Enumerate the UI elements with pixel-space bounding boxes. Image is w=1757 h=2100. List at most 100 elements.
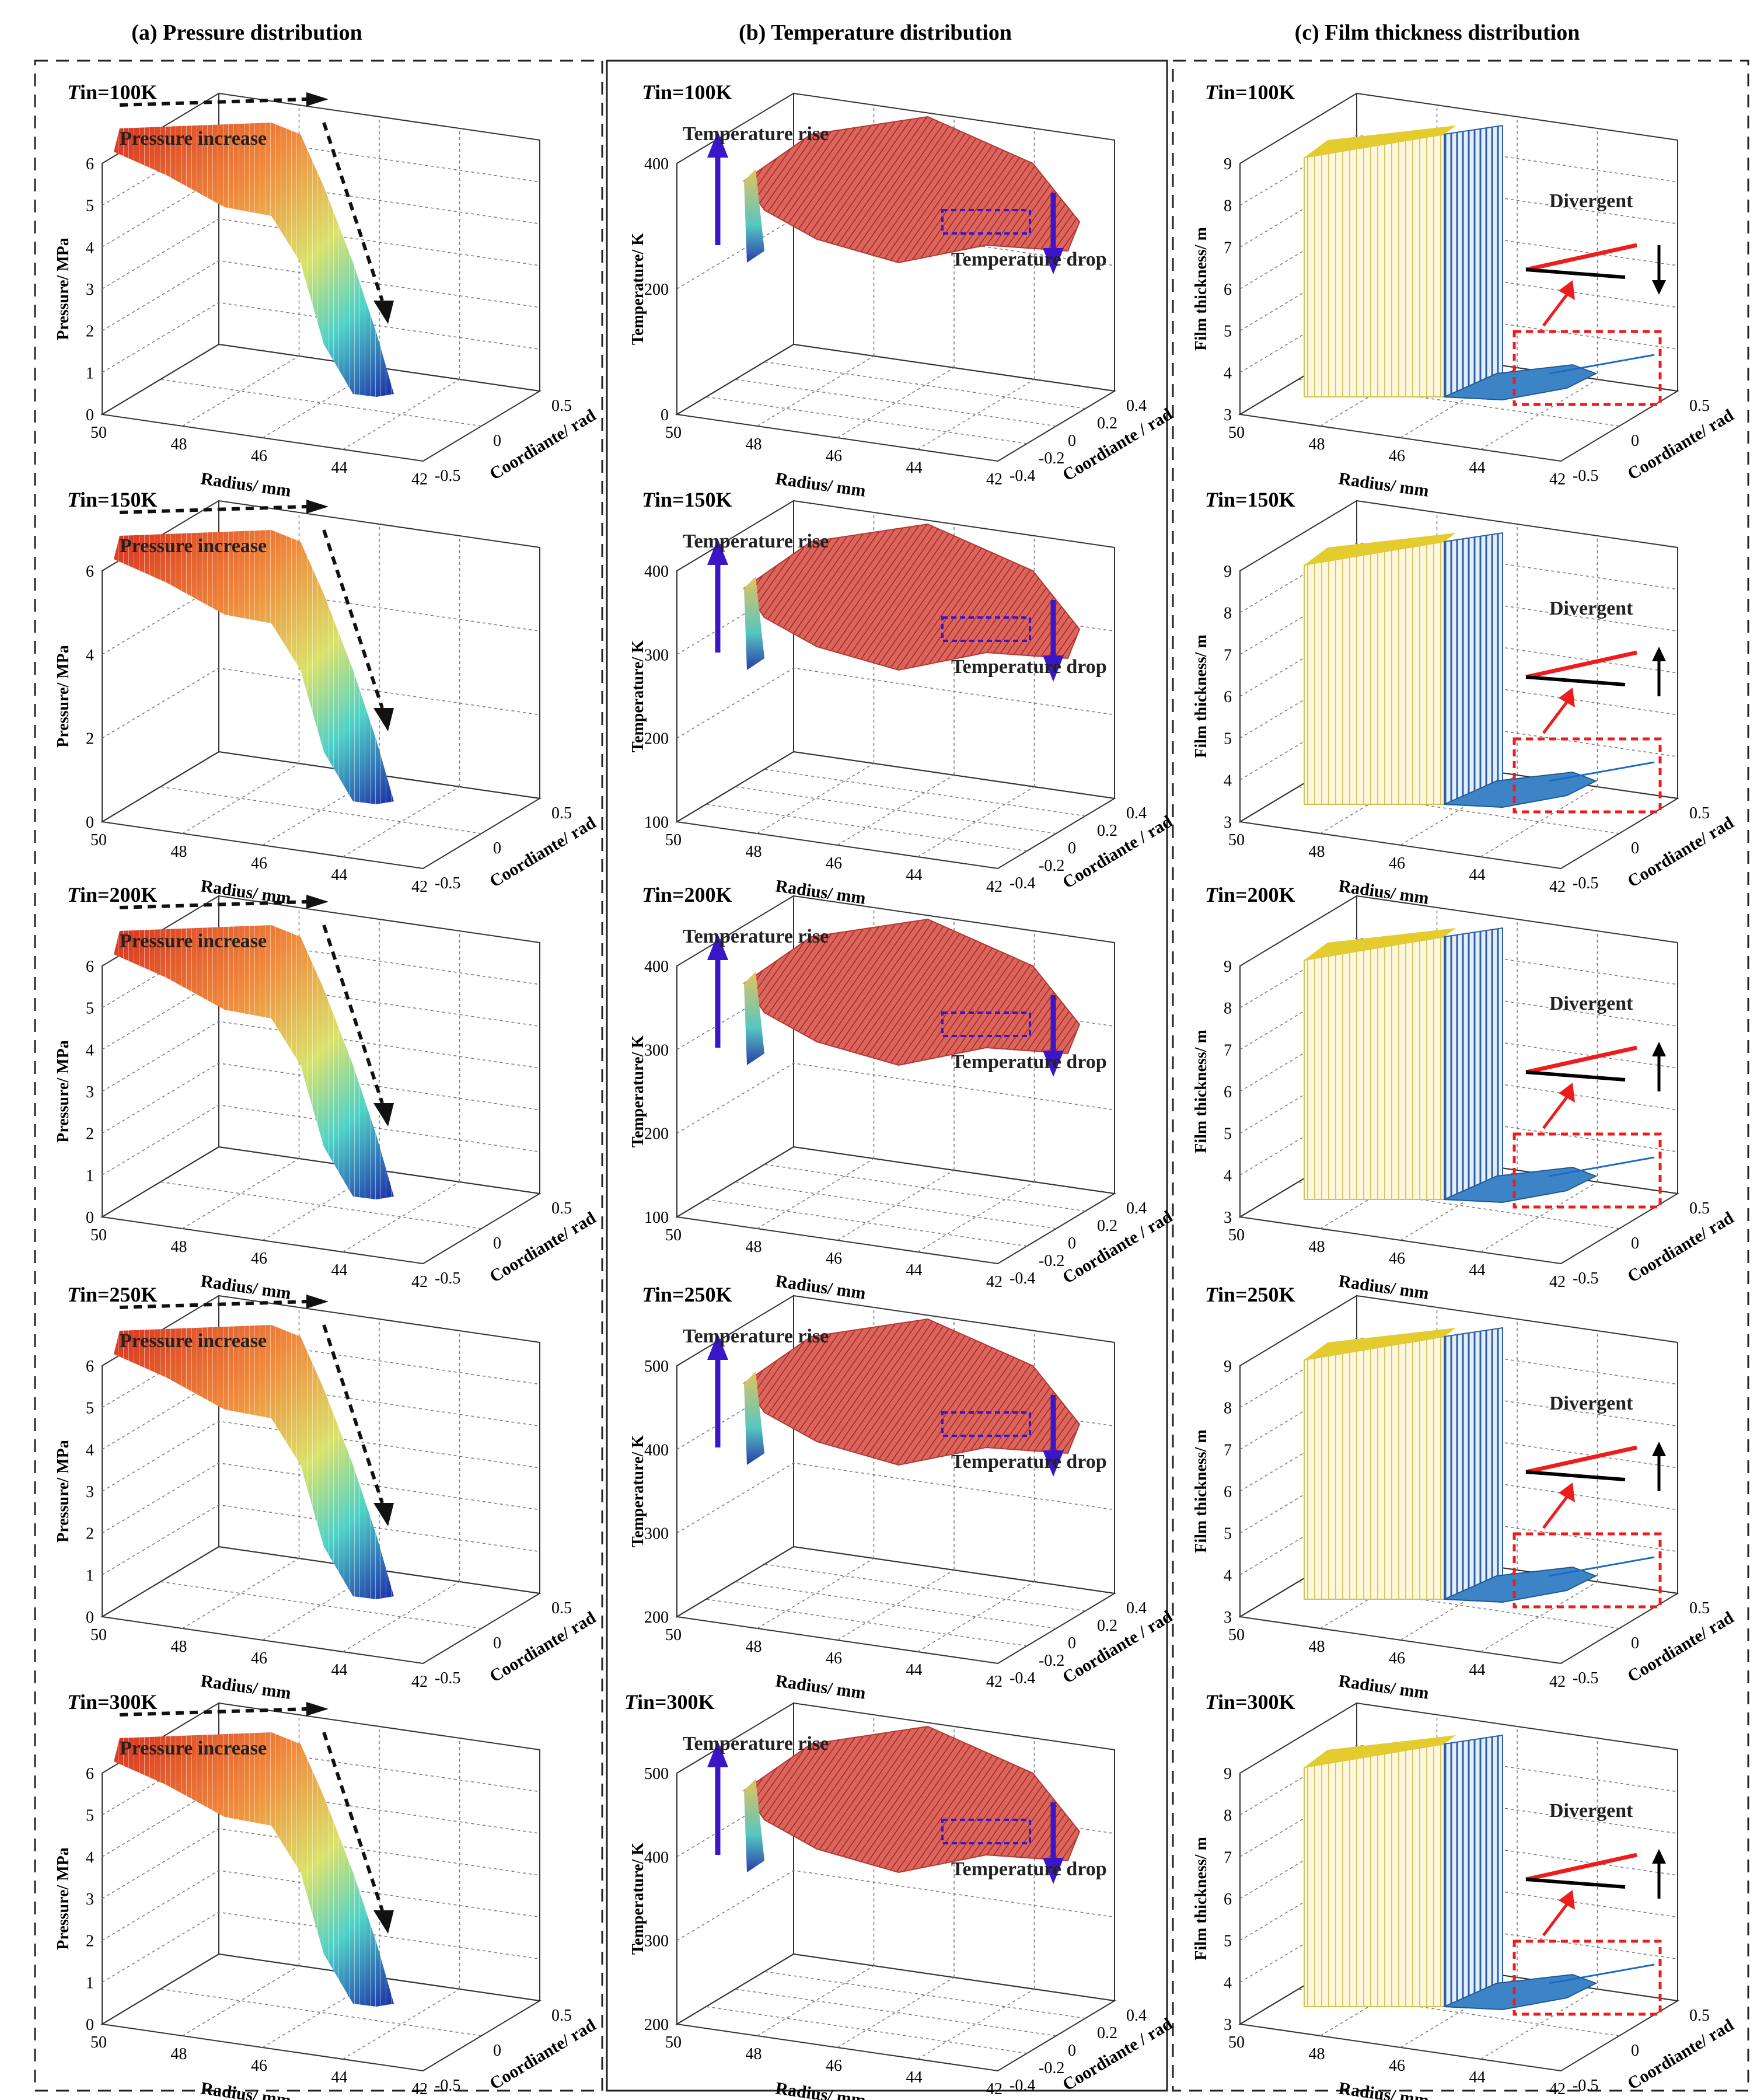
rise-arrowhead [707, 1334, 728, 1360]
pressure-increase-label: Pressure increase [120, 1330, 267, 1352]
grid-line [757, 1965, 874, 2036]
x-tick-label: 44 [331, 866, 348, 884]
z-tick-label: 9 [1224, 563, 1232, 581]
divergent-region-box [1513, 1532, 1662, 1609]
y-tick-label: 0.4 [1126, 804, 1147, 822]
film-thickness-tail-line [1549, 761, 1655, 782]
y-axis-label: Coordiante / rad [1059, 2014, 1176, 2095]
z-axis-label: Pressure/ MPa [54, 238, 72, 340]
film-thickness-wall-yellow [1304, 936, 1445, 1200]
grid-line [705, 396, 1028, 444]
y-tick-label: 0 [1631, 839, 1639, 857]
grid-line [735, 786, 1057, 834]
y-tick-label: -0.5 [435, 874, 460, 892]
z-axis-label: Temperature/ K [629, 1035, 647, 1147]
x-tick-label: 46 [1389, 1649, 1405, 1668]
grid-line [102, 1828, 540, 1899]
grid-line [102, 1021, 540, 1092]
x-tick-label: 44 [1469, 1661, 1486, 1679]
x-tick-label: 48 [171, 2045, 187, 2063]
z-tick-label: 4 [1224, 1974, 1232, 1992]
z-axis-label: Temperature/ K [629, 1843, 647, 1955]
grid-line [757, 1158, 874, 1229]
y-tick-label: 0 [1068, 1234, 1076, 1253]
y-axis-label: Coordiante/ rad [486, 2015, 599, 2094]
z-tick-label: 500 [644, 1765, 669, 1783]
temperature-surface [743, 918, 1081, 1066]
pressure-increase-label: Pressure increase [120, 930, 267, 952]
divergent-pointer-arrow [1542, 1096, 1568, 1129]
x-tick-label: 42 [1549, 470, 1566, 489]
x-tick-label: 42 [986, 2080, 1002, 2098]
x-axis-label: Radius/ mm [1337, 876, 1430, 908]
x-tick-label: 48 [1309, 843, 1325, 861]
grid-line [757, 763, 874, 834]
divergent-label: Divergent [1549, 1800, 1633, 1822]
z-tick-label: 3 [86, 1083, 94, 1101]
rise-arrowhead [707, 131, 728, 158]
z-tick-label: 3 [86, 1483, 94, 1501]
x-tick-label: 42 [411, 878, 428, 896]
y-tick-label: -0.2 [1039, 2059, 1064, 2077]
y-tick-label: 0 [493, 2042, 501, 2060]
film-thickness-wall-blue [1444, 124, 1503, 401]
x-tick-label: 48 [1309, 1238, 1325, 1256]
increase-arrow-top [119, 97, 307, 107]
film-thickness-floor-surface [1444, 1566, 1598, 1603]
film-direction-arrowhead [1652, 1849, 1666, 1864]
divergent-line-red [1525, 1853, 1637, 1882]
y-tick-label: 0.4 [1126, 2007, 1147, 2025]
film-direction-arrowhead [1652, 647, 1666, 661]
y-tick-label: -0.2 [1039, 1252, 1064, 1270]
z-tick-label: 5 [86, 1000, 94, 1018]
grid-line [764, 769, 1086, 817]
divergent-region-box [1513, 737, 1662, 814]
z-tick-label: 7 [1224, 1441, 1232, 1459]
z-tick-label: 8 [1224, 197, 1232, 215]
divergent-line-red [1525, 1045, 1637, 1075]
z-tick-label: 4 [1224, 1567, 1232, 1585]
x-tick-label: 46 [826, 854, 842, 873]
z-tick-label: 2 [86, 1525, 94, 1543]
x-tick-label: 50 [1228, 424, 1245, 442]
grid-line [837, 1977, 955, 2048]
z-axis-label: Temperature/ K [629, 1435, 647, 1547]
z-tick-label: 2 [86, 730, 94, 748]
y-tick-label: 0 [1631, 1634, 1639, 1652]
grid-line [343, 1181, 460, 1253]
divergent-pointer-arrowhead [1559, 280, 1575, 300]
film-thickness-tail-line [1549, 1963, 1655, 1984]
film-thickness-top-edge [1304, 125, 1456, 158]
grid-line [182, 355, 299, 427]
grid-line [102, 1869, 540, 1941]
grid-line [1480, 379, 1598, 450]
axis-floor [100, 1146, 542, 1265]
grid-line [837, 367, 955, 438]
grid-line [343, 1989, 460, 2060]
y-tick-label: 0 [1068, 2042, 1076, 2060]
x-tick-label: 50 [665, 2033, 682, 2052]
grid-line [735, 1581, 1057, 1629]
y-tick-label: 0.2 [1097, 1217, 1117, 1235]
z-tick-label: 1 [86, 1167, 94, 1185]
grid-line [705, 1599, 1028, 1646]
z-tick-label: 4 [86, 1041, 94, 1059]
z-tick-label: 200 [644, 1125, 669, 1143]
z-tick-label: 6 [1224, 688, 1232, 706]
z-tick-label: 6 [1224, 1890, 1232, 1909]
grid-line [764, 1164, 1086, 1212]
z-tick-label: 300 [644, 1932, 669, 1951]
temperature-drop-label: Temperature drop [951, 1051, 1107, 1073]
y-axis-label: Coordiante/ rad [1624, 2015, 1737, 2094]
divergent-pointer-arrowhead [1559, 1083, 1575, 1103]
grid-line [160, 1181, 482, 1229]
z-tick-label: 0 [86, 406, 94, 424]
z-tick-label: 5 [86, 1400, 94, 1418]
grid-line [676, 667, 1115, 739]
z-tick-label: 200 [644, 281, 669, 299]
z-tick-label: 1 [86, 1567, 94, 1585]
temperature-surface [743, 1725, 1081, 1874]
divergent-label: Divergent [1549, 598, 1633, 619]
x-tick-label: 50 [90, 1626, 107, 1644]
column-title-film-thickness: (c) Film thickness distribution [1295, 20, 1580, 45]
